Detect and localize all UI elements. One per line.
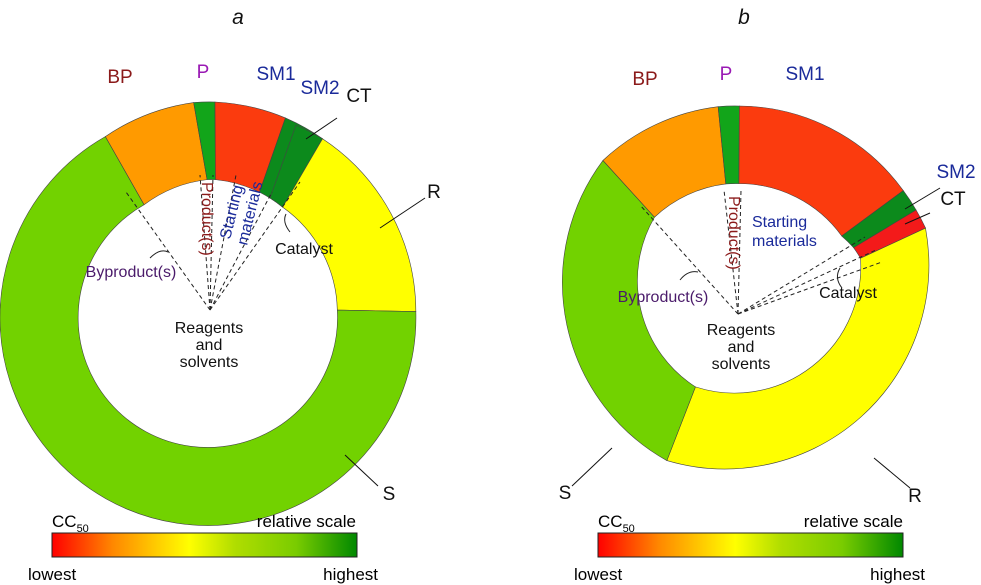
dashed-line (737, 236, 866, 315)
label-a-CT: CT (346, 86, 372, 107)
segment-a-S (0, 136, 417, 526)
panel-b: b BP P SM1 (559, 6, 976, 584)
panel-b-title: b (738, 6, 750, 29)
panel-a-title: a (232, 6, 244, 29)
scale-bar-a: CC50 relative scale lowest highest (28, 512, 378, 584)
leader-lines-b (571, 187, 941, 489)
label-b-BP: BP (632, 69, 657, 90)
inner-dashed-lines-a (125, 174, 301, 311)
leader-r (873, 457, 911, 489)
dashed-line (209, 174, 214, 311)
leader-s (571, 447, 613, 487)
label-a-and: and (196, 337, 223, 354)
arrow-catalyst (284, 213, 291, 233)
scale-bar-b: CC50 relative scale lowest highest (574, 512, 925, 584)
label-b-starting: Starting (752, 214, 807, 231)
dashed-line (737, 249, 877, 315)
leader-r (379, 197, 426, 229)
dashed-line (209, 174, 237, 311)
gradient-bar (597, 532, 904, 558)
label-b-solvents: solvents (712, 356, 771, 373)
label-b-and: and (728, 339, 755, 356)
label-a-products: Product(s) (198, 182, 215, 256)
label-b-reagents: Reagents (707, 322, 776, 339)
dashed-line (125, 191, 211, 311)
dashed-line (737, 261, 883, 315)
label-a-SM1: SM1 (256, 64, 295, 85)
label-a-S: S (383, 484, 396, 505)
highest-label: highest (870, 565, 925, 584)
dashed-line (209, 181, 301, 311)
segment-a-R (282, 138, 417, 312)
label-a-R: R (427, 182, 441, 203)
arrow-catalyst (836, 267, 843, 289)
dashed-line (209, 191, 273, 311)
label-b-materials: materials (752, 233, 817, 250)
inner-arrows-b (679, 267, 843, 289)
donut-a (0, 101, 417, 526)
label-a-byproduct: Byproduct(s) (86, 264, 177, 281)
dashed-line (639, 204, 739, 315)
label-a-solvents: solvents (180, 354, 239, 371)
inner-arrows-a (149, 213, 291, 259)
panel-a: a BP (0, 6, 441, 584)
leader-s (344, 454, 379, 487)
label-a-reagents: Reagents (175, 320, 244, 337)
dashed-line (199, 174, 211, 311)
label-b-S: S (559, 483, 572, 504)
label-b-SM2: SM2 (936, 162, 975, 183)
donut-b (562, 105, 930, 470)
segment-b-R (666, 227, 930, 470)
label-b-SM1: SM1 (785, 64, 824, 85)
label-b-CT: CT (940, 189, 966, 210)
arrow-byproduct (149, 250, 169, 259)
label-b-P: P (720, 64, 733, 85)
cc50-label: CC50 (52, 512, 89, 535)
segment-b-S (562, 160, 696, 461)
leader-ct (305, 117, 338, 140)
cc50-label: CC50 (598, 512, 635, 535)
label-b-products: Product(s) (725, 196, 742, 270)
inner-dashed-lines-b (639, 189, 883, 315)
gradient-bar (51, 532, 358, 558)
label-b-R: R (908, 486, 922, 507)
leader-sm2 (904, 187, 941, 210)
relative-scale-label: relative scale (804, 512, 903, 531)
highest-label: highest (323, 565, 378, 584)
label-b-catalyst: Catalyst (819, 285, 877, 302)
lowest-label: lowest (28, 565, 76, 584)
relative-scale-label: relative scale (257, 512, 356, 531)
lowest-label: lowest (574, 565, 622, 584)
leader-lines-a (305, 117, 426, 487)
arrow-byproduct (679, 271, 699, 281)
label-b-byproduct: Byproduct(s) (618, 289, 709, 306)
label-a-SM2: SM2 (300, 78, 339, 99)
leader-ct (904, 212, 931, 225)
label-a-BP: BP (107, 67, 132, 88)
label-a-catalyst: Catalyst (275, 241, 333, 258)
label-a-P: P (197, 62, 210, 83)
